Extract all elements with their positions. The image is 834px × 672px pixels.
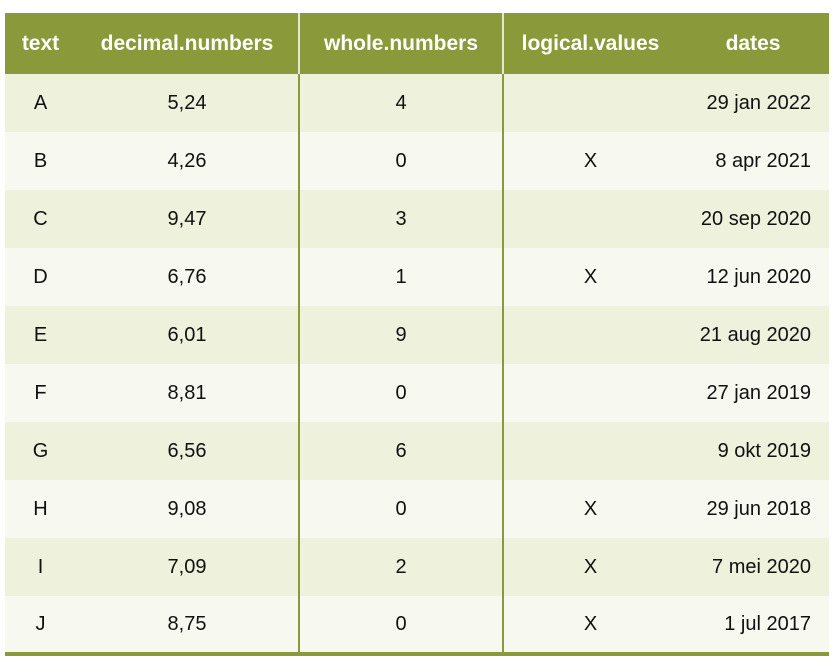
- column-header-dates: dates: [725, 31, 781, 55]
- cell-whole: 6: [299, 422, 504, 480]
- cell-decimal: 8,75: [76, 596, 300, 654]
- cell-whole: 4: [299, 74, 504, 132]
- cell-date: 27 jan 2019: [706, 381, 811, 404]
- cell-text: B: [33, 149, 48, 172]
- cell-date: 8 apr 2021: [715, 149, 811, 172]
- cell-logical: [503, 422, 677, 480]
- cell-whole: 1: [299, 248, 504, 306]
- cell-decimal: 7,09: [76, 538, 300, 596]
- cell-text: D: [33, 265, 48, 288]
- cell-date: 12 jun 2020: [706, 265, 811, 288]
- table-row: D 6,76 1 X 12 jun 2020: [5, 248, 829, 306]
- column-header-whole-numbers: whole.numbers: [299, 13, 504, 74]
- table-row: H 9,08 0 X 29 jun 2018: [5, 480, 829, 538]
- cell-whole: 3: [299, 190, 504, 248]
- cell-whole: 0: [299, 596, 504, 654]
- cell-text: E: [33, 323, 48, 346]
- cell-whole: 0: [299, 480, 504, 538]
- column-header-logical-values: logical.values: [521, 31, 660, 55]
- cell-logical: X: [583, 612, 598, 635]
- cell-text: H: [33, 497, 48, 520]
- cell-text: G: [32, 439, 49, 462]
- table-row: E 6,01 9 21 aug 2020: [5, 306, 829, 364]
- cell-decimal: 6,01: [76, 306, 300, 364]
- cell-decimal: 4,26: [76, 132, 300, 190]
- cell-decimal: 8,81: [76, 364, 300, 422]
- table-row: C 9,47 3 20 sep 2020: [5, 190, 829, 248]
- column-header-text: text: [21, 31, 60, 55]
- table-row: I 7,09 2 X 7 mei 2020: [5, 538, 829, 596]
- cell-whole: 2: [299, 538, 504, 596]
- cell-text: J: [35, 612, 46, 635]
- cell-whole: 0: [299, 132, 504, 190]
- cell-date: 29 jan 2022: [706, 91, 811, 114]
- cell-decimal: 5,24: [76, 74, 300, 132]
- cell-date: 1 jul 2017: [724, 612, 811, 635]
- cell-decimal: 9,08: [76, 480, 300, 538]
- cell-decimal: 9,47: [76, 190, 300, 248]
- table-row: G 6,56 6 9 okt 2019: [5, 422, 829, 480]
- data-table-container: text decimal.numbers whole.numbers logic…: [5, 13, 829, 656]
- cell-text: A: [33, 91, 48, 114]
- cell-date: 20 sep 2020: [700, 207, 811, 230]
- table-row: A 5,24 4 29 jan 2022: [5, 74, 829, 132]
- cell-text: F: [34, 381, 47, 404]
- table-row: F 8,81 0 27 jan 2019: [5, 364, 829, 422]
- cell-logical: [503, 306, 677, 364]
- cell-logical: X: [583, 265, 598, 288]
- data-table: text decimal.numbers whole.numbers logic…: [5, 13, 829, 656]
- cell-whole: 0: [299, 364, 504, 422]
- table-row: J 8,75 0 X 1 jul 2017: [5, 596, 829, 654]
- cell-date: 21 aug 2020: [699, 323, 811, 346]
- cell-decimal: 6,76: [76, 248, 300, 306]
- cell-date: 9 okt 2019: [717, 439, 811, 462]
- cell-date: 7 mei 2020: [712, 555, 811, 578]
- column-header-decimal-numbers: decimal.numbers: [76, 13, 300, 74]
- cell-logical: X: [583, 555, 598, 578]
- cell-decimal: 6,56: [76, 422, 300, 480]
- cell-logical: X: [583, 497, 598, 520]
- cell-logical: [503, 364, 677, 422]
- table-row: B 4,26 0 X 8 apr 2021: [5, 132, 829, 190]
- cell-text: I: [37, 555, 44, 578]
- cell-date: 29 jun 2018: [706, 497, 811, 520]
- cell-logical: [503, 190, 677, 248]
- cell-logical: X: [583, 149, 598, 172]
- table-header-row: text decimal.numbers whole.numbers logic…: [5, 13, 829, 74]
- cell-whole: 9: [299, 306, 504, 364]
- cell-text: C: [33, 207, 48, 230]
- cell-logical: [503, 74, 677, 132]
